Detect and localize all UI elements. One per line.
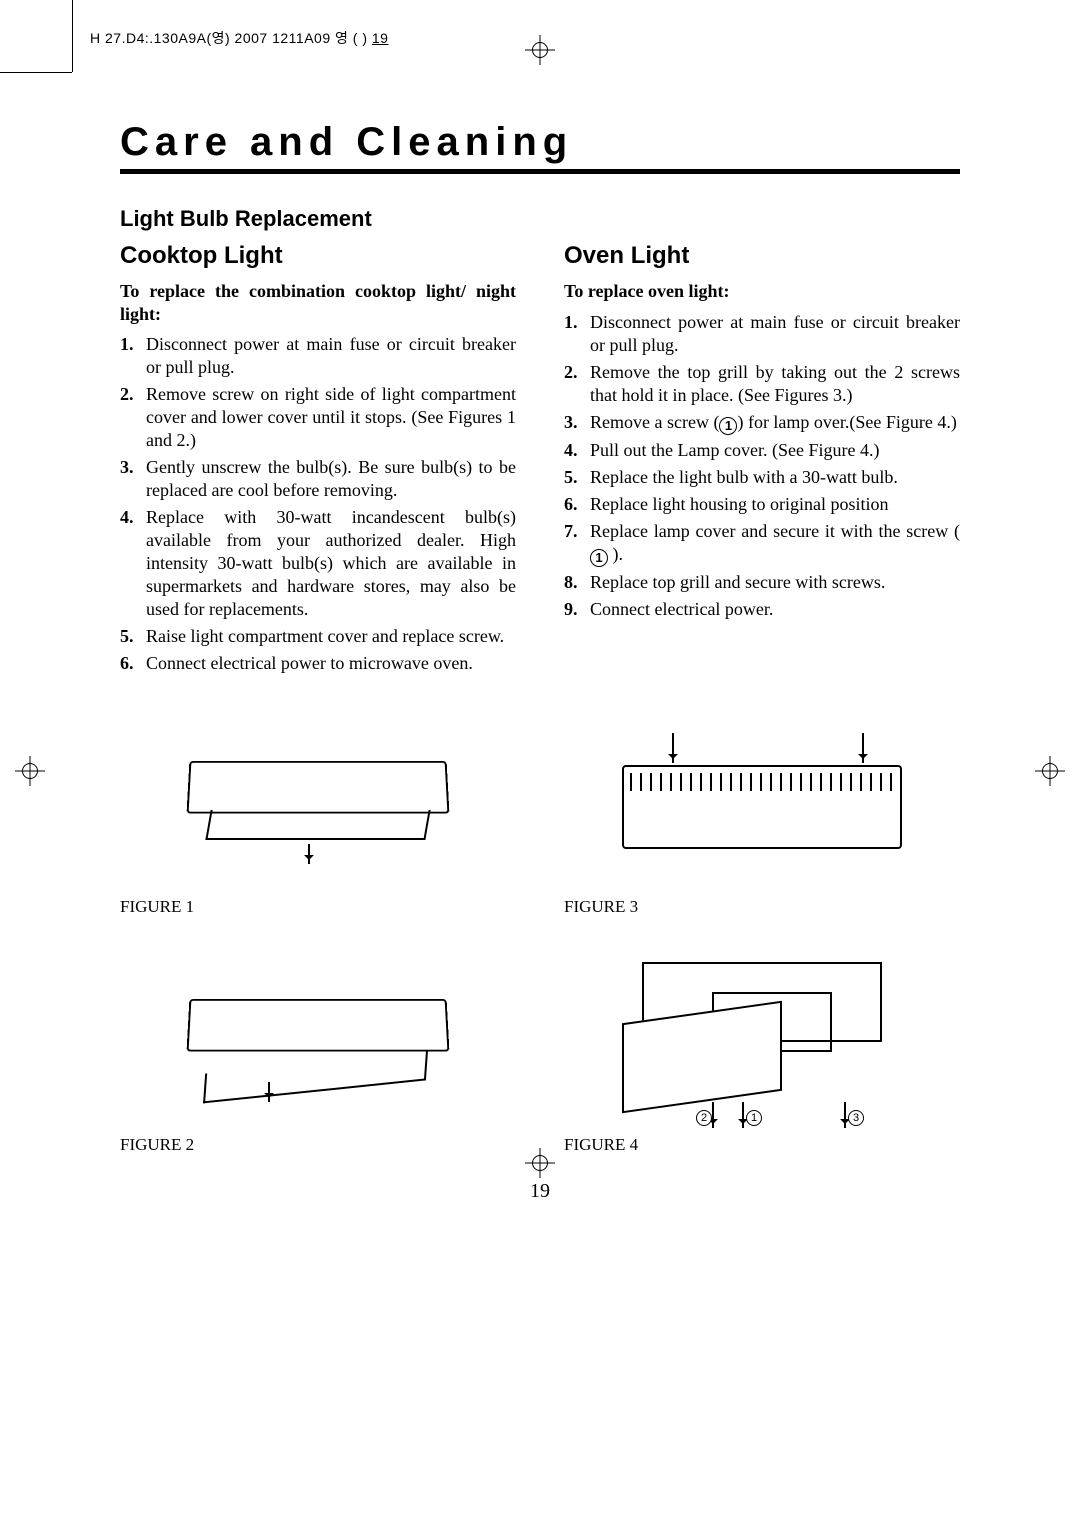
- oven-step: Connect electrical power.: [564, 598, 960, 621]
- figure-4-label: FIGURE 4: [564, 1135, 960, 1155]
- oven-step: Remove the top grill by taking out the 2…: [564, 361, 960, 407]
- microwave-door-open-lineart: 1 2 3: [612, 952, 912, 1122]
- figure-3: FIGURE 3: [564, 709, 960, 917]
- cooktop-heading: Cooktop Light: [120, 242, 516, 270]
- oven-lead: To replace oven light:: [564, 280, 960, 303]
- oven-heading: Oven Light: [564, 242, 960, 270]
- title-block: Care and Cleaning: [120, 120, 960, 174]
- figure-4-art: 1 2 3: [564, 947, 960, 1127]
- microwave-bottom-open-lineart: [178, 972, 458, 1102]
- print-header-text: H 27.D4:.130A9A(영) 2007 1211A09 영 ( ): [90, 30, 372, 46]
- figure-3-art: [564, 709, 960, 889]
- columns: Cooktop Light To replace the combination…: [120, 242, 960, 679]
- figure-4: 1 2 3 FIGURE 4: [564, 947, 960, 1155]
- circled-1-icon: 1: [590, 549, 608, 567]
- figure-1: FIGURE 1: [120, 709, 516, 917]
- page-number: 19: [530, 1180, 550, 1203]
- figure-1-art: [120, 709, 516, 889]
- cooktop-step: Raise light compartment cover and replac…: [120, 625, 516, 648]
- microwave-top-lineart: [612, 729, 912, 869]
- microwave-bottom-lineart: [178, 734, 458, 864]
- oven-step: Replace light housing to original positi…: [564, 493, 960, 516]
- page-content: Care and Cleaning Light Bulb Replacement…: [120, 120, 960, 1155]
- registration-mark-left: [15, 756, 45, 786]
- oven-step: Remove a screw (1) for lamp over.(See Fi…: [564, 411, 960, 435]
- cooktop-step: Remove screw on right side of light comp…: [120, 383, 516, 452]
- cooktop-step: Connect electrical power to microwave ov…: [120, 652, 516, 675]
- oven-steps: Disconnect power at main fuse or circuit…: [564, 311, 960, 621]
- figures-row-2: FIGURE 2 1 2 3 FIGURE 4: [120, 947, 960, 1155]
- title-rule: [120, 169, 960, 174]
- callout-3-icon: 3: [848, 1110, 864, 1126]
- figure-2-art: [120, 947, 516, 1127]
- cooktop-steps: Disconnect power at main fuse or circuit…: [120, 333, 516, 675]
- cooktop-step: Disconnect power at main fuse or circuit…: [120, 333, 516, 379]
- cooktop-lead: To replace the combination cooktop light…: [120, 280, 516, 325]
- print-header: H 27.D4:.130A9A(영) 2007 1211A09 영 ( ) 19: [90, 28, 388, 48]
- column-oven: Oven Light To replace oven light: Discon…: [564, 242, 960, 679]
- oven-step: Replace the light bulb with a 30-watt bu…: [564, 466, 960, 489]
- registration-mark-right: [1035, 756, 1065, 786]
- print-header-page: 19: [372, 30, 389, 46]
- figure-3-label: FIGURE 3: [564, 897, 960, 917]
- subsection-heading: Light Bulb Replacement: [120, 206, 960, 232]
- oven-step: Pull out the Lamp cover. (See Figure 4.): [564, 439, 960, 462]
- figure-2-label: FIGURE 2: [120, 1135, 516, 1155]
- cooktop-step: Replace with 30-watt incandescent bulb(s…: [120, 506, 516, 621]
- page-title: Care and Cleaning: [120, 120, 960, 165]
- figures-row-1: FIGURE 1 FIGURE 3: [120, 709, 960, 917]
- figure-1-label: FIGURE 1: [120, 897, 516, 917]
- figure-2: FIGURE 2: [120, 947, 516, 1155]
- oven-step: Replace lamp cover and secure it with th…: [564, 520, 960, 567]
- circled-1-icon: 1: [719, 417, 737, 435]
- cooktop-step: Gently unscrew the bulb(s). Be sure bulb…: [120, 456, 516, 502]
- callout-1-icon: 1: [746, 1110, 762, 1126]
- oven-step: Disconnect power at main fuse or circuit…: [564, 311, 960, 357]
- column-cooktop: Cooktop Light To replace the combination…: [120, 242, 516, 679]
- registration-mark-top: [525, 35, 555, 65]
- oven-step: Replace top grill and secure with screws…: [564, 571, 960, 594]
